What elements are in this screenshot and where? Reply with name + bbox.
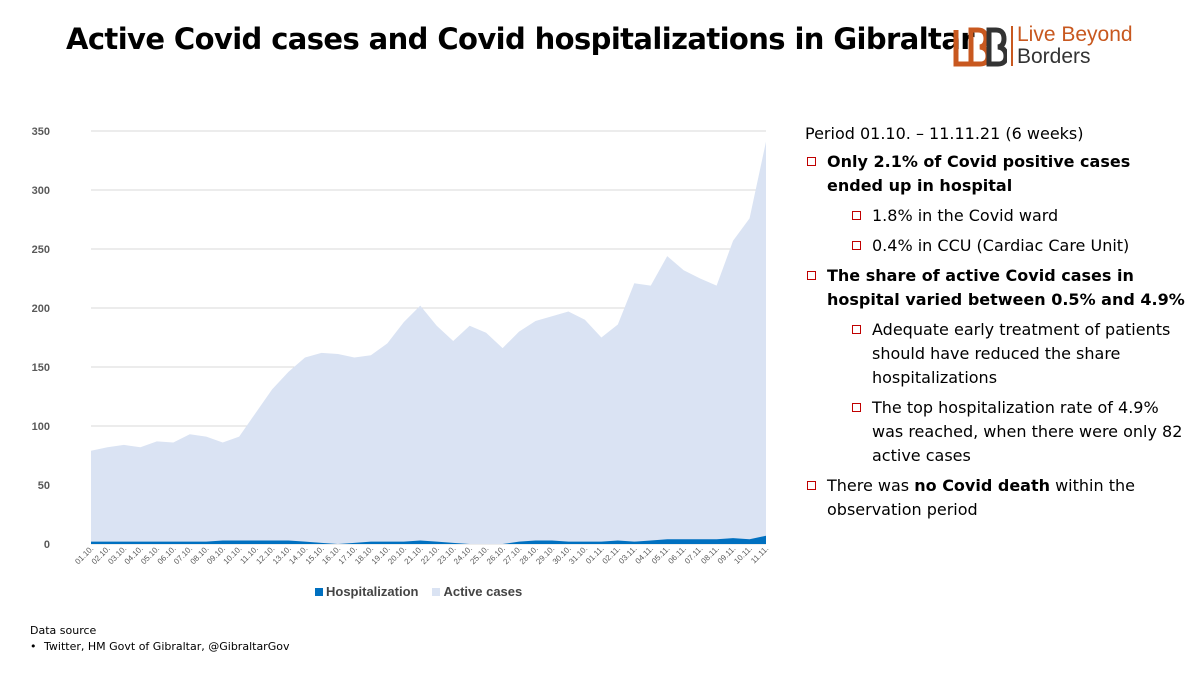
x-tick-label: 11.11. bbox=[749, 544, 770, 565]
legend-swatch-active-cases bbox=[432, 587, 441, 596]
y-tick-label: 350 bbox=[32, 126, 50, 138]
y-tick-label: 0 bbox=[44, 539, 50, 551]
lbb-logo-icon bbox=[953, 27, 1007, 67]
x-tick-label: 31.10. bbox=[567, 544, 589, 566]
area-hospitalization bbox=[91, 535, 766, 544]
logo-text-top: Live Beyond bbox=[1017, 23, 1133, 46]
bullet-text: 1.8% in the Covid ward bbox=[872, 206, 1059, 225]
checkbox-bullet-icon bbox=[852, 403, 861, 412]
bullet-no-death: There was no Covid death within the obse… bbox=[805, 474, 1185, 522]
checkbox-bullet-icon bbox=[807, 481, 816, 490]
y-tick-label: 150 bbox=[32, 362, 50, 374]
bullet-top-rate: The top hospitalization rate of 4.9% was… bbox=[805, 396, 1185, 468]
checkbox-bullet-icon bbox=[807, 157, 816, 166]
bullet-covid-ward: 1.8% in the Covid ward bbox=[805, 204, 1185, 228]
bullet-text: The top hospitalization rate of 4.9% was… bbox=[872, 398, 1183, 465]
x-axis: 01.10.02.10.03.10.04.10.05.10.06.10.07.1… bbox=[73, 544, 770, 566]
y-tick-label: 100 bbox=[32, 421, 50, 433]
bullet-ccu: 0.4% in CCU (Cardiac Care Unit) bbox=[805, 234, 1185, 258]
checkbox-bullet-icon bbox=[852, 325, 861, 334]
brand-logo: Live Beyond Borders bbox=[953, 24, 1153, 70]
y-tick-label: 50 bbox=[38, 480, 50, 492]
bullet-hospital-share: Only 2.1% of Covid positive cases ended … bbox=[805, 150, 1185, 198]
legend-label-active-cases: Active cases bbox=[443, 584, 523, 599]
data-source-item: • Twitter, HM Govt of Gibraltar, @Gibralt… bbox=[30, 639, 289, 655]
period-text: Period 01.10. – 11.11.21 (6 weeks) bbox=[805, 124, 1084, 143]
y-tick-label: 200 bbox=[32, 303, 50, 315]
legend-item-active-cases: Active cases bbox=[432, 584, 522, 599]
bullet-dot: • bbox=[30, 640, 37, 653]
bullet-share-range: The share of active Covid cases in hospi… bbox=[805, 264, 1185, 312]
data-source: Data source • Twitter, HM Govt of Gibralt… bbox=[30, 623, 289, 655]
bullet-text-start: There was bbox=[827, 476, 915, 495]
bullet-text: The share of active Covid cases in hospi… bbox=[827, 266, 1185, 309]
x-tick-label: 10.11. bbox=[732, 544, 754, 566]
legend-label-hospitalization: Hospitalization bbox=[326, 584, 419, 599]
area-active-cases bbox=[91, 141, 766, 544]
logo-text-bottom: Borders bbox=[1017, 45, 1091, 68]
data-source-text: Twitter, HM Govt of Gibraltar, @Gibralta… bbox=[44, 640, 290, 653]
x-tick-label: 10.10. bbox=[221, 544, 243, 566]
bullet-text: 0.4% in CCU (Cardiac Care Unit) bbox=[872, 236, 1130, 255]
y-axis: 0 50 100 150 200 250 300 350 bbox=[32, 126, 50, 551]
legend-item-hospitalization: Hospitalization bbox=[315, 584, 418, 599]
logo-divider bbox=[1011, 26, 1013, 66]
y-tick-label: 250 bbox=[32, 244, 50, 256]
chart-areas bbox=[91, 141, 766, 544]
bullet-text: Only 2.1% of Covid positive cases ended … bbox=[827, 152, 1131, 195]
checkbox-bullet-icon bbox=[807, 271, 816, 280]
y-tick-label: 300 bbox=[32, 185, 50, 197]
bullet-text-end: within the observation period bbox=[827, 476, 1135, 519]
data-source-heading: Data source bbox=[30, 624, 97, 637]
checkbox-bullet-icon bbox=[852, 211, 861, 220]
notes-panel: Period 01.10. – 11.11.21 (6 weeks) Only … bbox=[805, 122, 1185, 528]
bullet-text-bold: no Covid death bbox=[914, 476, 1050, 495]
page-title: Active Covid cases and Covid hospitaliza… bbox=[66, 22, 975, 56]
chart-legend: Hospitalization Active cases bbox=[315, 584, 536, 599]
checkbox-bullet-icon bbox=[852, 241, 861, 250]
area-chart: 0 50 100 150 200 250 300 350 01.10.02.10.03.10.… bbox=[32, 126, 771, 566]
bullet-text: Adequate early treatment of patients sho… bbox=[872, 320, 1171, 387]
bullet-early-treatment: Adequate early treatment of patients sho… bbox=[805, 318, 1185, 390]
legend-swatch-hospitalization bbox=[315, 587, 323, 596]
